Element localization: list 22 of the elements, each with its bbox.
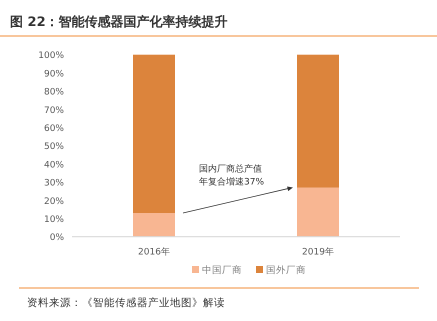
x-tick-label: 2019年 <box>302 246 334 258</box>
y-tick-label: 40% <box>44 160 64 170</box>
y-tick-label: 10% <box>44 215 64 225</box>
y-tick-label: 50% <box>44 142 64 152</box>
x-tick-label: 2016年 <box>138 246 170 258</box>
bar <box>133 213 175 237</box>
y-tick-label: 80% <box>44 88 64 98</box>
y-tick-label: 0% <box>50 233 64 244</box>
y-tick-label: 70% <box>44 106 64 116</box>
y-tick-label: 90% <box>44 69 64 80</box>
text: 资料来源：《智能传感器产业地图》解读 <box>27 296 225 309</box>
chart-title: 图 22：智能传感器国产化率持续提升 <box>10 14 228 30</box>
y-tick-label: 100% <box>38 51 64 62</box>
bar <box>133 54 175 214</box>
y-tick-label: 60% <box>44 124 64 134</box>
annotation: 国内厂商总产值年复合增速37% <box>199 164 264 188</box>
legend-label: 中国厂商 <box>202 264 242 276</box>
bar <box>297 54 339 188</box>
y-tick-label: 30% <box>44 178 64 189</box>
bar <box>297 188 339 237</box>
y-tick-label: 20% <box>44 196 64 207</box>
legend-label: 国外厂商 <box>266 264 306 276</box>
